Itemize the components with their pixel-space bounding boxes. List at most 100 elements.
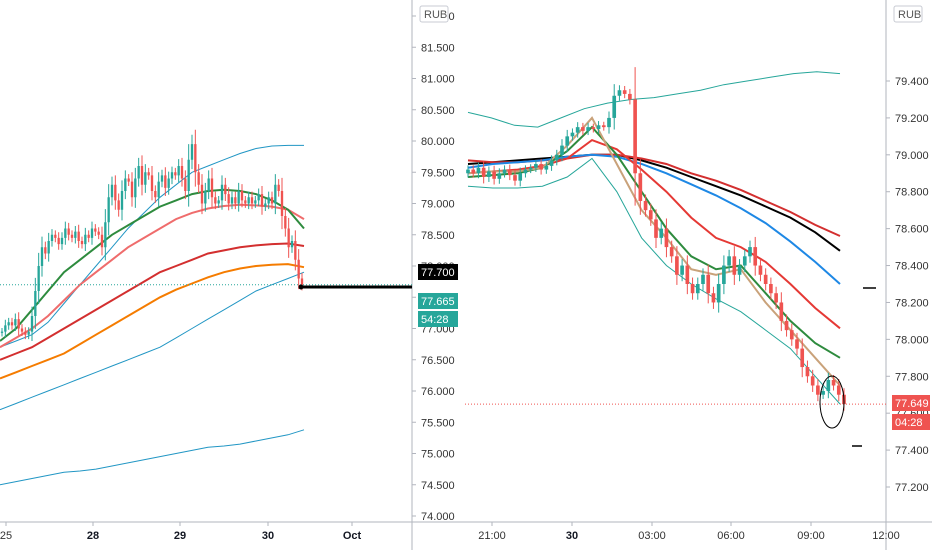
x-tick-label: 12:00 (872, 530, 900, 542)
currency-label-box (419, 5, 449, 23)
candle-body (144, 172, 147, 185)
candle-body (487, 171, 491, 177)
price-badge (892, 395, 930, 411)
candle-body (737, 265, 742, 275)
price-badge-label: 04:28 (895, 417, 923, 429)
candle-body (732, 256, 737, 275)
candle-body (669, 247, 674, 257)
x-tick-label: 06:00 (717, 530, 745, 542)
annotation-ellipse (819, 375, 845, 429)
candle-body (513, 175, 517, 181)
candle-body (711, 293, 716, 303)
candle-body (107, 197, 110, 223)
candle-body (274, 184, 277, 204)
candle-body (596, 125, 601, 129)
price-badge-label: 77.649 (895, 398, 929, 410)
candle-body (675, 256, 679, 275)
candle-body (57, 237, 60, 245)
y-tick-label: 76.000 (421, 386, 455, 398)
candle-body (763, 274, 768, 284)
candle-body (204, 191, 207, 204)
candle-body (284, 216, 287, 229)
candle-body (816, 385, 820, 395)
candle-body (120, 191, 124, 210)
candle-body (753, 247, 758, 266)
candle-body (214, 197, 217, 204)
y-tick-label: 78.800 (895, 187, 929, 199)
candle-body (160, 175, 164, 182)
candle-body (170, 172, 174, 179)
y-tick-label: 74.500 (421, 480, 455, 492)
y-tick-label: 78.200 (895, 297, 929, 309)
candle-body (497, 173, 502, 179)
candle-body (54, 234, 57, 238)
candle-body (110, 184, 114, 198)
candle-body (260, 194, 264, 207)
candle-body (100, 234, 104, 248)
candle-body (518, 173, 523, 181)
candle-body (270, 197, 274, 204)
candle-body (695, 284, 700, 294)
candle-body (164, 175, 167, 188)
candle-body (466, 169, 470, 174)
candle-body (570, 132, 575, 137)
candle-body (643, 200, 648, 211)
candle-body (124, 178, 127, 191)
candle-body (581, 127, 585, 131)
x-tick-label: 09:00 (797, 530, 825, 542)
candle-body (280, 191, 284, 216)
candle-body (701, 274, 705, 284)
candle-body (67, 228, 70, 235)
candle-body (210, 178, 214, 198)
candle-body (30, 316, 34, 332)
candle-body (659, 228, 664, 238)
y-tick-label: 81.500 (421, 42, 455, 54)
candle-body (90, 228, 94, 238)
y-tick-label: 78.400 (895, 261, 929, 273)
candle-body (633, 99, 637, 174)
candle-body (617, 90, 622, 96)
candle-body (528, 167, 533, 170)
candle-body (47, 241, 50, 254)
moving-average-line (467, 153, 841, 252)
candle-body (591, 127, 596, 129)
candle-body (502, 169, 507, 174)
candle-body (769, 284, 773, 294)
candle-body (127, 178, 130, 182)
price-badge (418, 311, 458, 327)
candle-body (680, 265, 684, 275)
candle-body (821, 391, 825, 395)
y-tick-label: 75.000 (421, 449, 455, 461)
candle-body (544, 165, 549, 170)
candle-body (758, 265, 763, 275)
moving-average-line (0, 242, 305, 361)
candle-body (294, 241, 297, 260)
candle-body (184, 178, 187, 191)
candle-body (157, 181, 160, 198)
candle-body (612, 95, 617, 118)
candle-body (147, 172, 150, 176)
y-tick-label: 78.500 (421, 230, 455, 242)
candle-body (287, 228, 290, 248)
y-tick-label: 79.400 (895, 76, 929, 88)
y-tick-label: 77.200 (895, 482, 929, 494)
candle-body (97, 231, 100, 235)
candle-body (194, 144, 197, 173)
candle-body (742, 256, 747, 266)
candle-body (748, 247, 752, 257)
candle-body (523, 169, 528, 174)
candle-body (481, 167, 486, 177)
y-tick-label: 79.200 (895, 113, 929, 125)
candle-body (690, 284, 695, 294)
candle-body (14, 319, 17, 326)
candle-body (234, 197, 237, 204)
moving-average-line (0, 203, 305, 349)
candle-body (227, 194, 230, 204)
candle-body (795, 339, 799, 349)
y-tick-label: 79.500 (421, 167, 455, 179)
candle-body (779, 302, 784, 321)
candle-body (117, 200, 120, 210)
candle-body (0, 331, 4, 333)
candle-body (601, 125, 606, 128)
candle-body (507, 169, 512, 176)
